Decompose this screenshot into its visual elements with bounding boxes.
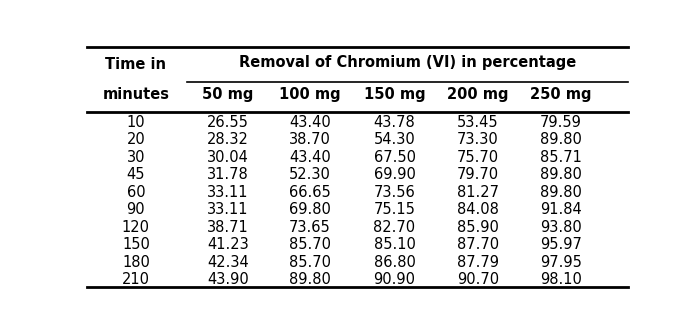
Text: 85.70: 85.70: [289, 255, 331, 270]
Text: 90: 90: [126, 202, 145, 217]
Text: 43.40: 43.40: [289, 115, 331, 130]
Text: 89.80: 89.80: [540, 185, 581, 200]
Text: 250 mg: 250 mg: [530, 86, 591, 102]
Text: 89.80: 89.80: [289, 272, 331, 287]
Text: 75.15: 75.15: [373, 202, 415, 217]
Text: Removal of Chromium (VI) in percentage: Removal of Chromium (VI) in percentage: [239, 55, 577, 70]
Text: 30: 30: [126, 149, 145, 165]
Text: 54.30: 54.30: [373, 132, 415, 147]
Text: 85.70: 85.70: [289, 237, 331, 252]
Text: 97.95: 97.95: [540, 255, 581, 270]
Text: 87.70: 87.70: [456, 237, 499, 252]
Text: 84.08: 84.08: [457, 202, 499, 217]
Text: 73.65: 73.65: [289, 220, 331, 235]
Text: 30.04: 30.04: [207, 149, 248, 165]
Text: 75.70: 75.70: [456, 149, 499, 165]
Text: 43.90: 43.90: [207, 272, 248, 287]
Text: 95.97: 95.97: [540, 237, 581, 252]
Text: 79.70: 79.70: [456, 167, 499, 182]
Text: minutes: minutes: [103, 86, 170, 102]
Text: 90.90: 90.90: [373, 272, 415, 287]
Text: 98.10: 98.10: [540, 272, 581, 287]
Text: 150 mg: 150 mg: [364, 86, 425, 102]
Text: 20: 20: [126, 132, 145, 147]
Text: 85.10: 85.10: [373, 237, 415, 252]
Text: 43.78: 43.78: [373, 115, 415, 130]
Text: 43.40: 43.40: [289, 149, 331, 165]
Text: 33.11: 33.11: [207, 185, 248, 200]
Text: 38.71: 38.71: [207, 220, 248, 235]
Text: Time in: Time in: [105, 57, 166, 72]
Text: 89.80: 89.80: [540, 167, 581, 182]
Text: 38.70: 38.70: [289, 132, 331, 147]
Text: 93.80: 93.80: [540, 220, 581, 235]
Text: 81.27: 81.27: [456, 185, 499, 200]
Text: 60: 60: [126, 185, 145, 200]
Text: 26.55: 26.55: [207, 115, 248, 130]
Text: 150: 150: [122, 237, 150, 252]
Text: 180: 180: [122, 255, 150, 270]
Text: 85.90: 85.90: [457, 220, 499, 235]
Text: 86.80: 86.80: [373, 255, 415, 270]
Text: 33.11: 33.11: [207, 202, 248, 217]
Text: 85.71: 85.71: [540, 149, 581, 165]
Text: 50 mg: 50 mg: [202, 86, 253, 102]
Text: 90.70: 90.70: [456, 272, 499, 287]
Text: 200 mg: 200 mg: [447, 86, 509, 102]
Text: 210: 210: [122, 272, 150, 287]
Text: 42.34: 42.34: [207, 255, 248, 270]
Text: 67.50: 67.50: [373, 149, 415, 165]
Text: 45: 45: [126, 167, 145, 182]
Text: 79.59: 79.59: [540, 115, 581, 130]
Text: 73.30: 73.30: [457, 132, 498, 147]
Text: 91.84: 91.84: [540, 202, 581, 217]
Text: 66.65: 66.65: [289, 185, 331, 200]
Text: 89.80: 89.80: [540, 132, 581, 147]
Text: 31.78: 31.78: [207, 167, 248, 182]
Text: 69.80: 69.80: [289, 202, 331, 217]
Text: 53.45: 53.45: [457, 115, 498, 130]
Text: 120: 120: [122, 220, 150, 235]
Text: 41.23: 41.23: [207, 237, 248, 252]
Text: 10: 10: [126, 115, 145, 130]
Text: 73.56: 73.56: [373, 185, 415, 200]
Text: 87.79: 87.79: [456, 255, 499, 270]
Text: 100 mg: 100 mg: [279, 86, 341, 102]
Text: 69.90: 69.90: [373, 167, 415, 182]
Text: 52.30: 52.30: [289, 167, 331, 182]
Text: 28.32: 28.32: [207, 132, 248, 147]
Text: 82.70: 82.70: [373, 220, 415, 235]
